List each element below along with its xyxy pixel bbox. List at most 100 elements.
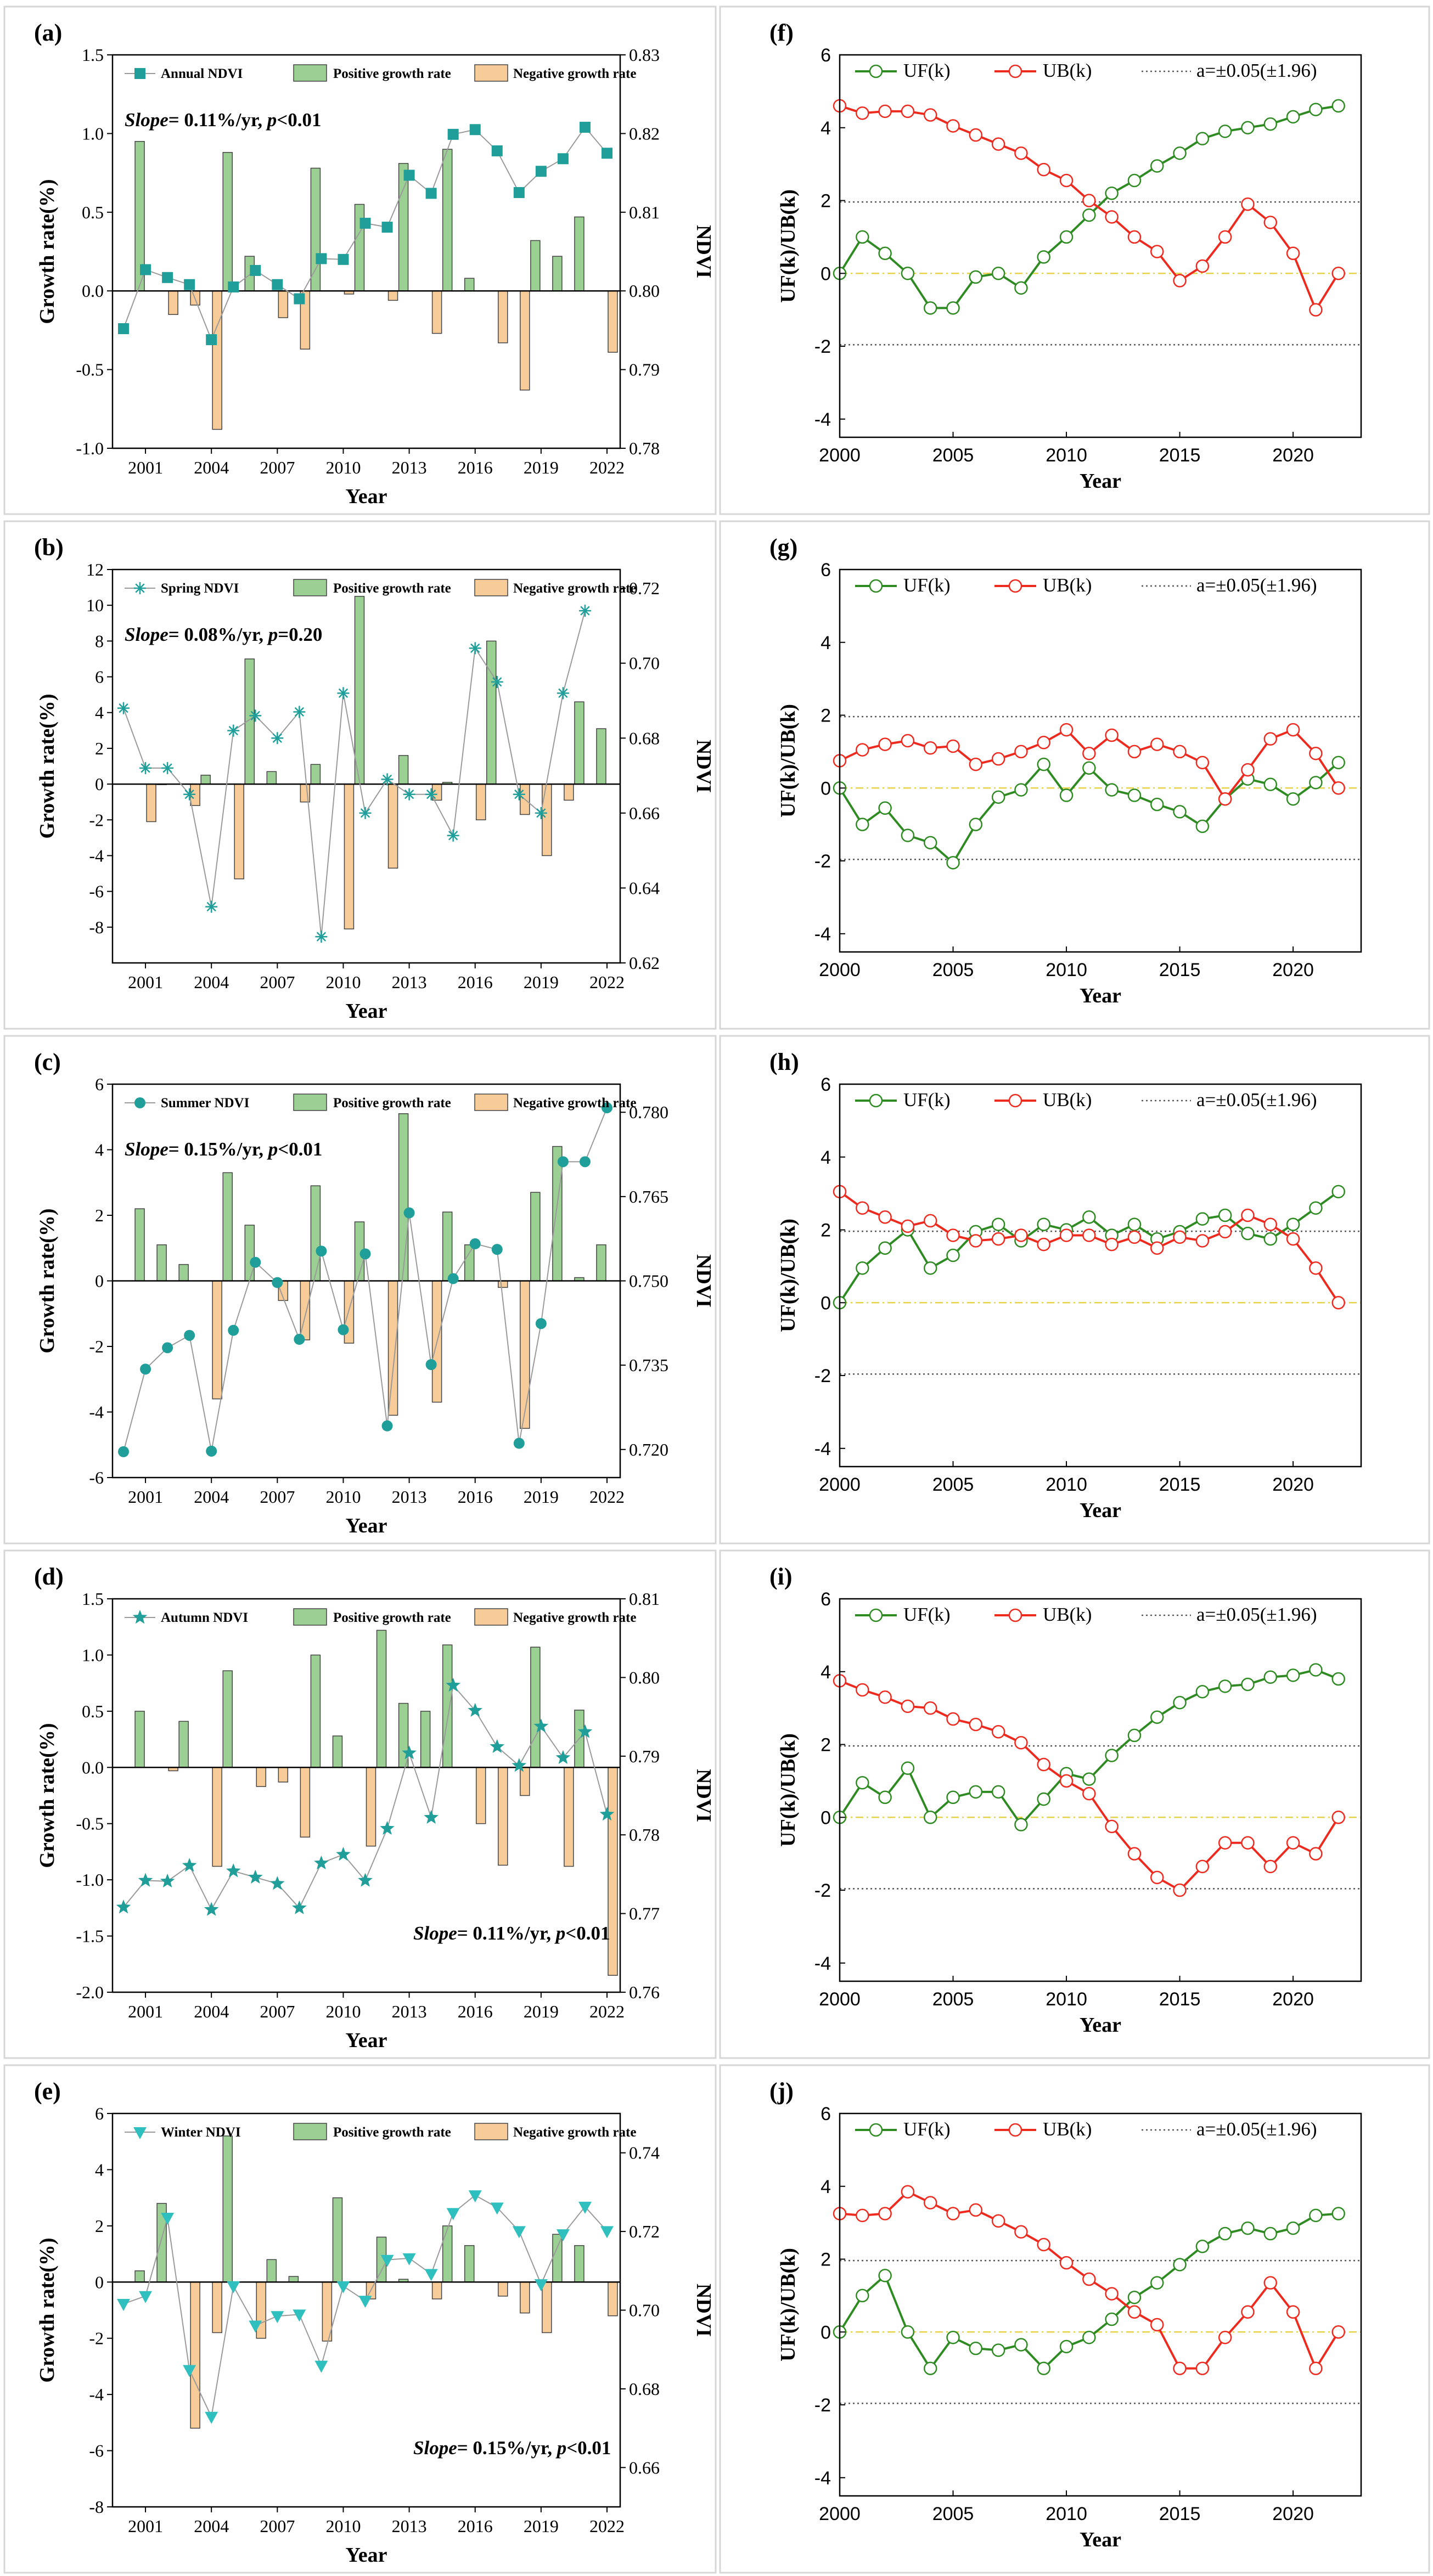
y2-axis-title: NDVI xyxy=(692,2284,715,2337)
legend-positive-swatch xyxy=(293,1608,327,1626)
ub-point xyxy=(946,1228,960,1242)
ndvi-point xyxy=(184,279,195,290)
ub-line xyxy=(839,105,1340,313)
negative-growth-bar xyxy=(212,290,222,430)
uf-point xyxy=(856,1775,869,1790)
y2-tick-label: 0.68 xyxy=(629,2379,660,2399)
ndvi-point xyxy=(338,1324,349,1335)
y2-tick-label: 0.82 xyxy=(629,123,660,143)
ndvi-point xyxy=(601,1102,612,1114)
negative-growth-bar xyxy=(387,783,398,869)
x-tick-label: 2007 xyxy=(260,2002,295,2021)
uf-point xyxy=(969,2341,983,2355)
ndvi-point xyxy=(249,709,262,722)
positive-growth-bar xyxy=(376,1630,387,1768)
y-tick-label: -2 xyxy=(814,851,831,872)
x-tick-label: 2010 xyxy=(1046,2504,1087,2524)
uf-point xyxy=(1286,2221,1300,2235)
y2-tick-label: 0.66 xyxy=(629,2457,660,2477)
uf-point xyxy=(1241,121,1255,135)
ndvi-point xyxy=(118,1446,130,1457)
asterisk-stroke xyxy=(184,790,194,799)
x-tick-label: 2019 xyxy=(524,2516,559,2536)
legend-label-negative: Negative growth rate xyxy=(513,1610,636,1625)
uf-point xyxy=(1082,1772,1096,1786)
ub-point xyxy=(1241,197,1255,211)
uf-point xyxy=(1037,250,1050,264)
ub-point xyxy=(1286,1232,1300,1246)
negative-growth-bar xyxy=(520,1767,530,1796)
ndvi-point xyxy=(424,2269,438,2281)
positive-growth-bar xyxy=(442,1644,453,1768)
positive-growth-bar xyxy=(156,1244,167,1282)
ndvi-point xyxy=(491,675,503,688)
x-tick-label: 2007 xyxy=(260,1487,295,1507)
y-tick-label: -2.0 xyxy=(76,1982,104,2002)
asterisk-stroke xyxy=(404,790,414,799)
mann-kendall-chart: (j) -4 -2 0 2 4 6 2000 2005 2010 2015 2020 Year UF(k)… xyxy=(769,2078,1362,2551)
ndvi-point xyxy=(272,1277,283,1288)
panel-label: (f) xyxy=(769,19,794,46)
panel-label: (i) xyxy=(769,1563,793,1590)
asterisk-stroke xyxy=(294,707,305,717)
ub-point xyxy=(901,1699,915,1713)
panel-frame xyxy=(719,2064,1430,2574)
slope-label: Slope xyxy=(125,109,168,131)
y-axis-title: Growth rate(%) xyxy=(36,2237,59,2382)
slope-value: = 0.08%/yr, xyxy=(168,624,268,645)
y-tick-label: 0 xyxy=(821,1807,831,1828)
ndvi-point xyxy=(513,1438,525,1449)
asterisk-stroke xyxy=(514,790,524,799)
ndvi-line xyxy=(123,126,608,341)
uf-point xyxy=(1195,819,1210,833)
ub-point xyxy=(991,2214,1005,2228)
y-tick-label: 6 xyxy=(821,1589,831,1610)
negative-growth-bar xyxy=(608,1767,618,1976)
y-tick-label: -6 xyxy=(89,1468,104,1487)
slope-label: Slope xyxy=(125,1138,168,1160)
ub-point xyxy=(1331,2325,1345,2339)
slope-value: = 0.15%/yr, xyxy=(457,2437,557,2459)
x-tick-label: 2016 xyxy=(458,2002,493,2021)
uf-point xyxy=(1263,1232,1278,1246)
positive-growth-bar xyxy=(134,1711,145,1768)
y-tick-label: 1.0 xyxy=(82,1645,104,1665)
legend-label-uf: UF(k) xyxy=(903,1089,951,1111)
x-tick-label: 2020 xyxy=(1272,1474,1314,1495)
y-axis-title: UF(k)/UB(k) xyxy=(777,1733,800,1847)
uf-point xyxy=(1309,2208,1323,2223)
panel-label: (e) xyxy=(34,2078,61,2105)
uf-point xyxy=(1037,757,1050,771)
y2-tick-label: 0.70 xyxy=(629,653,660,673)
x-tick-label: 2015 xyxy=(1159,960,1201,980)
ub-point xyxy=(1218,1225,1232,1239)
uf-point xyxy=(1037,2361,1050,2375)
y-tick-label: 2 xyxy=(821,1735,831,1756)
ub-point xyxy=(1105,1237,1119,1252)
negative-growth-bar xyxy=(520,1280,530,1429)
legend-label-positive: Positive growth rate xyxy=(333,1096,451,1111)
ndvi-point xyxy=(117,2299,131,2312)
ub-point xyxy=(1173,274,1187,288)
legend-uf-marker xyxy=(869,579,883,593)
ndvi-point xyxy=(403,170,415,181)
legend-label-uf: UF(k) xyxy=(903,60,951,81)
uf-point xyxy=(1150,797,1164,811)
ub-point xyxy=(1150,2318,1164,2332)
ndvi-point xyxy=(447,128,459,140)
ndvi-point xyxy=(338,253,349,265)
y-tick-label: 4 xyxy=(821,633,831,653)
growth-rate-chart: (b) -8 -6 -4 -2 0 2 4 6 8 10 12 0.62 0.64 0.66 0.68 0.70… xyxy=(34,534,715,1023)
positive-growth-bar xyxy=(552,2234,563,2283)
ndvi-point xyxy=(140,1363,151,1375)
ub-point xyxy=(1218,1836,1232,1850)
x-axis-title: Year xyxy=(1080,1499,1121,1522)
positive-growth-bar xyxy=(222,2135,233,2283)
uf-point xyxy=(1127,1728,1142,1743)
x-tick-label: 2010 xyxy=(1046,1989,1087,2010)
uf-point xyxy=(1037,1217,1050,1231)
asterisk-stroke xyxy=(536,808,546,818)
ub-point xyxy=(1331,267,1345,280)
panel-label: (d) xyxy=(34,1563,64,1590)
x-tick-label: 2013 xyxy=(392,2002,427,2021)
